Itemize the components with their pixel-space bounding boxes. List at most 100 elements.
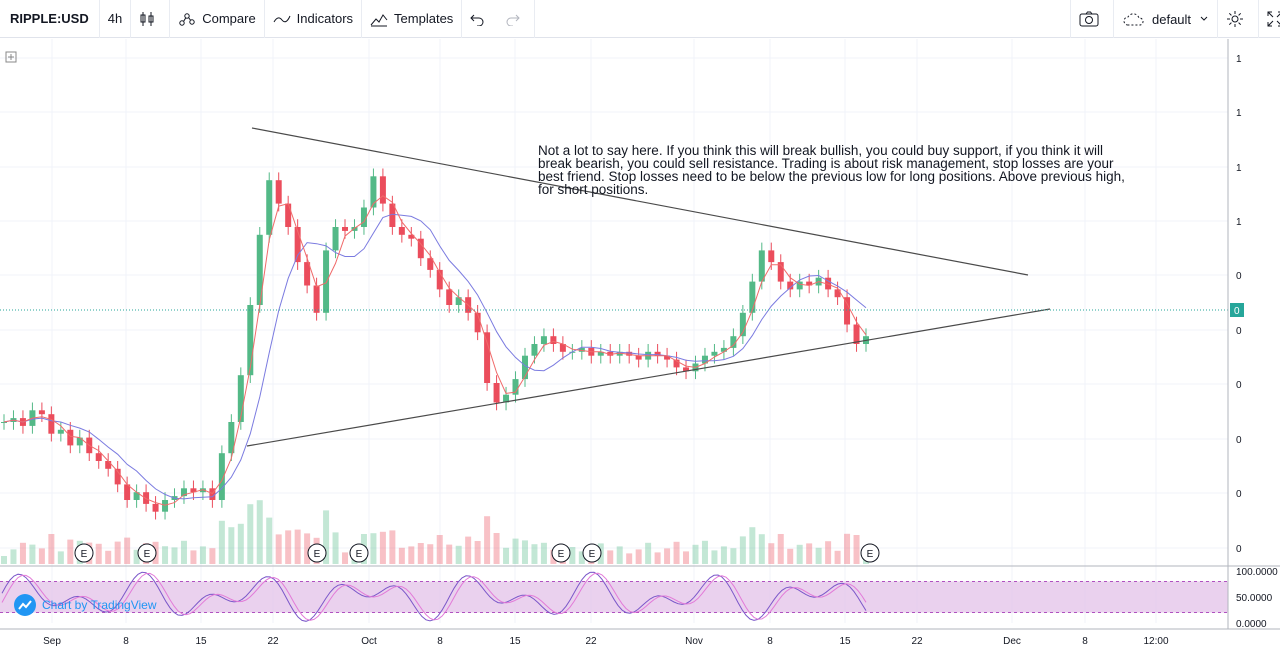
volume-bar xyxy=(171,547,178,564)
volume-bar xyxy=(133,549,140,564)
interval-selector[interactable]: 4h xyxy=(100,0,132,38)
volume-bar xyxy=(493,533,500,564)
volume-bar xyxy=(806,543,813,564)
volume-bar xyxy=(446,544,453,564)
redo-button[interactable] xyxy=(498,0,536,38)
volume-bar xyxy=(389,530,396,564)
candle-body xyxy=(379,176,386,204)
compare-button[interactable]: Compare xyxy=(170,0,265,38)
indicators-button[interactable]: Indicators xyxy=(265,0,363,38)
stoch-y-tick-label: 0.0000 xyxy=(1236,619,1267,630)
volume-bar xyxy=(844,533,851,564)
price-chart[interactable]: E E E E E E E Sep 8 15 22 Oct 8 15 22 Nov 8 15 22 Dec 8 12:0… xyxy=(0,39,1280,649)
candle-body xyxy=(313,285,320,313)
earnings-event-icon xyxy=(860,543,880,563)
chart-annotation-note: Not a lot to say here. If you think this… xyxy=(538,143,1125,197)
candle-body xyxy=(853,324,860,344)
candle-body xyxy=(95,453,102,461)
volume-bar xyxy=(1,556,7,564)
x-tick-label: 12:00 xyxy=(1143,636,1168,647)
x-tick-label: Nov xyxy=(685,636,703,647)
volume-bar xyxy=(124,537,131,564)
candle-body xyxy=(266,180,273,235)
volume-bar xyxy=(825,541,832,564)
layout-name: default xyxy=(1152,11,1192,27)
candle-body xyxy=(550,336,557,344)
volume-bar xyxy=(626,553,633,564)
y-tick-label: 0 xyxy=(1236,380,1242,391)
x-tick-label: 15 xyxy=(839,636,851,647)
volume-bar xyxy=(796,544,803,564)
candle-body xyxy=(493,383,500,403)
candle-body xyxy=(133,492,140,500)
candle-body xyxy=(417,238,424,259)
x-tick-label: 8 xyxy=(1082,636,1088,647)
candle-body xyxy=(124,484,131,500)
x-tick-label: Sep xyxy=(43,636,61,647)
settings-button[interactable] xyxy=(1218,0,1260,38)
volume-bar xyxy=(777,534,784,564)
fullscreen-button[interactable] xyxy=(1259,0,1280,38)
candle-body xyxy=(701,355,708,364)
candle-body xyxy=(408,234,415,239)
candle-body xyxy=(796,281,803,290)
volume-bar xyxy=(114,541,121,564)
candle-body xyxy=(1,422,7,423)
volume-bar xyxy=(332,532,339,564)
resistance-trendline xyxy=(251,127,1029,276)
cloud-icon xyxy=(1123,13,1144,26)
x-tick-label: 8 xyxy=(123,636,129,647)
volume-bar xyxy=(540,542,547,564)
candle-body xyxy=(143,492,150,504)
slow-moving-average-line xyxy=(3,213,867,500)
x-tick-label: Dec xyxy=(1003,636,1021,647)
volume-bar xyxy=(512,538,519,564)
event-marker-label: E xyxy=(589,549,596,560)
volume-bar xyxy=(673,541,680,564)
volume-bar xyxy=(323,510,330,564)
volume-bars xyxy=(1,500,869,564)
candle-body xyxy=(114,468,121,485)
x-tick-label: 15 xyxy=(509,636,521,647)
volume-bar xyxy=(692,544,699,564)
volume-bar xyxy=(48,534,55,564)
y-tick-label: 0 xyxy=(1236,435,1242,446)
chart-area[interactable]: E E E E E E E Sep 8 15 22 Oct 8 15 22 Nov 8 15 22 Dec 8 12:0… xyxy=(0,39,1280,649)
tradingview-badge[interactable]: Chart by TradingView xyxy=(14,594,157,616)
candle-body xyxy=(304,262,311,286)
candle-body xyxy=(484,332,491,383)
candle-body xyxy=(474,312,481,333)
redo-icon xyxy=(506,14,521,26)
y-tick-label: 0 xyxy=(1236,326,1242,337)
top-toolbar: RIPPLE:USD 4h Compare Indicators Templat… xyxy=(0,0,1280,38)
volume-bar xyxy=(834,550,841,564)
candle-body xyxy=(683,367,690,372)
add-pane-button[interactable] xyxy=(5,51,17,63)
compare-label: Compare xyxy=(202,11,256,26)
candle-body xyxy=(806,281,813,286)
candle-body xyxy=(389,203,396,227)
chart-style-button[interactable] xyxy=(131,0,171,38)
volume-bar xyxy=(190,550,197,564)
volume-bar xyxy=(285,530,292,564)
candle-body xyxy=(256,234,263,305)
templates-button[interactable]: Templates xyxy=(362,0,463,38)
volume-bar xyxy=(304,533,311,564)
symbol-selector[interactable]: RIPPLE:USD xyxy=(0,0,100,38)
volume-bar xyxy=(370,533,377,564)
volume-bar xyxy=(521,540,528,564)
axes: Sep 8 15 22 Oct 8 15 22 Nov 8 15 22 Dec 8 12:00 1 1 1 1 0 0 0… xyxy=(0,39,1280,647)
x-tick-label: 8 xyxy=(767,636,773,647)
volume-bar xyxy=(67,539,74,564)
candle-body xyxy=(209,488,216,500)
snapshot-button[interactable] xyxy=(1070,0,1114,38)
undo-button[interactable] xyxy=(462,0,498,38)
templates-label: Templates xyxy=(394,11,454,26)
candle-body xyxy=(323,250,330,313)
stoch-y-tick-label: 100.0000 xyxy=(1236,567,1278,578)
candle-body xyxy=(57,429,64,434)
volume-bar xyxy=(484,516,491,564)
layout-button[interactable]: default xyxy=(1114,0,1219,38)
event-marker-label: E xyxy=(356,549,363,560)
volume-bar xyxy=(739,536,746,564)
